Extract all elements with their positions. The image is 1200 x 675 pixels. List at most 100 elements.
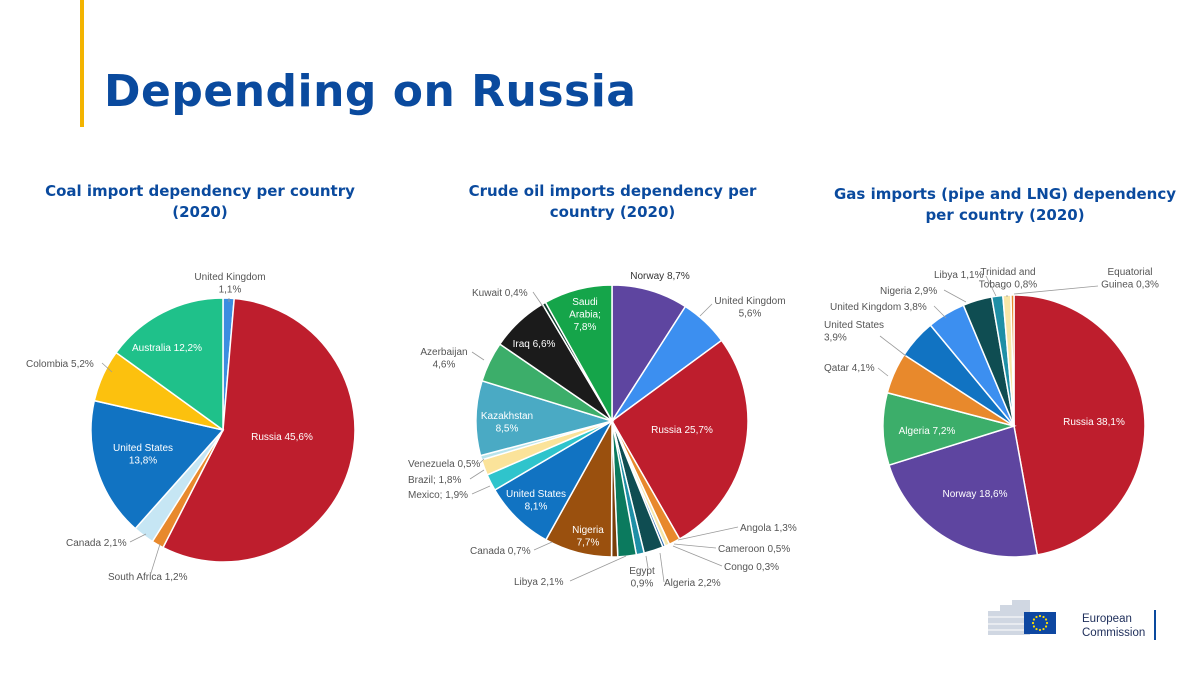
gas-chart-title-line-1: Gas imports (pipe and LNG) dependency bbox=[833, 185, 1176, 203]
eu-star-icon bbox=[1044, 618, 1048, 621]
eu-star-icon bbox=[1042, 627, 1045, 631]
pie-0-labels: United Kingdom 1,1% Russia 45,6% South Afri… bbox=[26, 272, 313, 583]
slice-equatorial-guinea bbox=[1010, 294, 1015, 427]
data-label-australia: Australia 12,2% bbox=[132, 343, 202, 354]
pie-0 bbox=[90, 297, 356, 563]
slice-norway bbox=[888, 425, 1039, 558]
leader-line bbox=[1013, 285, 1099, 295]
slide-title: Depending on Russia bbox=[104, 66, 637, 117]
european-commission-logo bbox=[986, 597, 1160, 645]
eu-star-icon bbox=[1035, 615, 1038, 619]
data-label-saudi-arabia: 7,8% bbox=[574, 322, 597, 333]
oil-chart-title-line-1: Crude oil imports dependency per bbox=[468, 182, 757, 200]
data-label-saudi-arabia: Saudi bbox=[572, 297, 598, 308]
data-label-egypt: 0,9% bbox=[631, 579, 654, 590]
gas-chart-title-line-2: per country (2020) bbox=[925, 206, 1085, 224]
data-label-canada: Canada 2,1% bbox=[66, 538, 127, 549]
eu-star-icon bbox=[1032, 618, 1036, 621]
coal-chart-title: Coal import dependency per country (2020… bbox=[30, 181, 370, 223]
logo-divider bbox=[1154, 610, 1156, 640]
data-label-algeria: Algeria 2,2% bbox=[664, 578, 721, 589]
leader-line bbox=[933, 305, 947, 319]
data-label-russia: Russia 45,6% bbox=[251, 432, 313, 443]
eu-star-icon bbox=[1032, 625, 1036, 628]
data-label-canada: Canada 0,7% bbox=[470, 546, 531, 557]
data-label-united-kingdom: United Kingdom bbox=[714, 296, 785, 307]
leader-line bbox=[672, 545, 723, 567]
leader-line bbox=[471, 485, 491, 495]
data-label-kazakhstan: 8,5% bbox=[496, 424, 519, 435]
european-commission-wordmark: European Commission bbox=[1082, 612, 1145, 640]
leader-line bbox=[471, 351, 485, 361]
pie-2 bbox=[882, 294, 1146, 558]
logo-line-2: Commission bbox=[1082, 627, 1146, 639]
data-label-cameroon: Cameroon 0,5% bbox=[718, 544, 790, 555]
data-label-united-kingdom: 1,1% bbox=[219, 285, 242, 296]
leader-line bbox=[879, 335, 907, 357]
eu-star-icon bbox=[1044, 625, 1048, 628]
leader-line bbox=[673, 543, 717, 549]
data-label-brazil: Brazil; 1,8% bbox=[408, 475, 461, 486]
data-label-kuwait: Kuwait 0,4% bbox=[472, 288, 528, 299]
data-label-saudi-arabia: Arabia; bbox=[569, 310, 601, 321]
slice-russia bbox=[611, 339, 749, 540]
data-label-angola: Angola 1,3% bbox=[740, 523, 797, 534]
eu-star-icon bbox=[1031, 621, 1035, 625]
pie-1 bbox=[475, 284, 749, 558]
data-label-united-kingdom: United Kingdom 3,8% bbox=[830, 302, 927, 313]
gas-chart-title: Gas imports (pipe and LNG) dependency pe… bbox=[820, 184, 1190, 226]
data-label-russia: Russia 25,7% bbox=[651, 425, 713, 436]
data-label-equatorial-guinea: Guinea 0,3% bbox=[1101, 280, 1159, 291]
data-label-equatorial-guinea: Equatorial bbox=[1107, 267, 1152, 278]
data-label-nigeria: Nigeria 2,9% bbox=[880, 286, 937, 297]
data-label-libya: Libya 2,1% bbox=[514, 577, 564, 588]
leader-line bbox=[129, 533, 147, 543]
data-label-trinidad-and-tobago: Tobago 0,8% bbox=[979, 280, 1037, 291]
data-label-iraq: Iraq 6,6% bbox=[513, 339, 556, 350]
data-label-united-states: United States bbox=[824, 320, 884, 331]
data-label-united-states: 8,1% bbox=[525, 502, 548, 513]
leader-line bbox=[533, 541, 553, 551]
data-label-norway: Norway 8,7% bbox=[630, 271, 690, 282]
eu-star-icon bbox=[1035, 627, 1038, 631]
data-label-colombia: Colombia 5,2% bbox=[26, 359, 94, 370]
leader-line bbox=[677, 526, 739, 541]
data-label-south-africa: South Africa 1,2% bbox=[108, 572, 188, 583]
leader-line bbox=[469, 469, 485, 480]
title-accent-bar bbox=[80, 0, 84, 127]
pie-1-labels: Norway 8,7% United Kingdom 5,6% Russia 25,7… bbox=[408, 271, 797, 590]
slice-russia bbox=[1013, 294, 1146, 556]
leader-line bbox=[699, 303, 713, 317]
logo-line-1: European bbox=[1082, 613, 1132, 625]
pie-2-labels: Russia 38,1% Norway 18,6% Algeria 7,2% Qata… bbox=[824, 267, 1159, 500]
leader-line bbox=[532, 291, 545, 309]
leader-line bbox=[877, 367, 889, 377]
data-label-united-kingdom: United Kingdom bbox=[194, 272, 265, 283]
eu-star-icon bbox=[1038, 614, 1042, 618]
leader-line bbox=[659, 552, 665, 583]
data-label-azerbaijan: 4,6% bbox=[433, 360, 456, 371]
eu-flag-icon bbox=[988, 600, 1056, 635]
data-label-congo: Congo 0,3% bbox=[724, 562, 779, 573]
data-label-nigeria: 7,7% bbox=[577, 538, 600, 549]
leader-line bbox=[569, 555, 627, 582]
data-label-qatar: Qatar 4,1% bbox=[824, 363, 875, 374]
slice-australia bbox=[115, 297, 224, 432]
slice-united-states bbox=[90, 399, 225, 530]
data-label-russia: Russia 38,1% bbox=[1063, 417, 1125, 428]
data-label-egypt: Egypt bbox=[629, 566, 655, 577]
data-label-united-states: United States bbox=[113, 443, 173, 454]
data-label-mexico: Mexico; 1,9% bbox=[408, 490, 468, 501]
leader-line bbox=[943, 289, 967, 303]
data-label-united-states: 13,8% bbox=[129, 456, 157, 467]
coal-chart-title-line-2: (2020) bbox=[172, 203, 228, 221]
data-label-trinidad-and-tobago: Trinidad and bbox=[980, 267, 1035, 278]
data-label-norway: Norway 18,6% bbox=[942, 489, 1007, 500]
eu-star-icon bbox=[1038, 628, 1042, 632]
slice-russia bbox=[161, 297, 356, 563]
oil-chart-title-line-2: country (2020) bbox=[549, 203, 676, 221]
data-label-algeria: Algeria 7,2% bbox=[899, 426, 956, 437]
data-label-venezuela: Venezuela 0,5% bbox=[408, 459, 480, 470]
data-label-nigeria: Nigeria bbox=[572, 525, 604, 536]
